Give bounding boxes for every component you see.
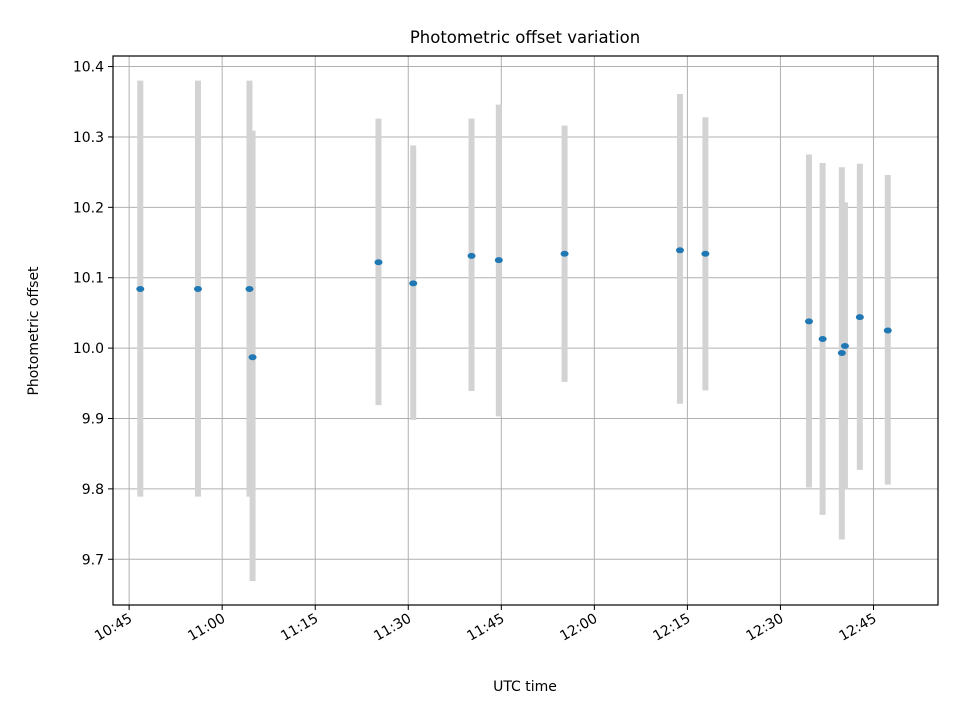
plot-frame [112,55,939,606]
data-point [837,350,846,357]
y-tick-label: 9.7 [82,552,104,568]
data-point [193,285,202,292]
y-axis-label: Photometric offset [26,266,42,396]
y-axis: 9.7 9.8 9.9 10.0 10.1 10.2 10.3 10.4 [73,60,113,568]
y-tick-label: 9.8 [82,482,104,498]
y-tick-label: 10.2 [73,200,104,216]
data-point [467,252,476,259]
data-point [840,342,849,349]
y-tick-label: 10.3 [73,130,104,146]
y-tick-label: 10.4 [73,60,104,76]
data-point [675,247,684,254]
data-point [409,280,418,287]
x-axis-label: UTC time [493,679,557,695]
data-point [248,354,257,361]
y-tick-label: 10.1 [73,271,104,287]
data-point [494,257,503,264]
y-tick-label: 10.0 [73,341,104,357]
data-point [374,259,383,266]
data-point [855,314,864,321]
data-point [701,250,710,257]
data-points [136,247,892,361]
data-point [818,335,827,342]
y-tick-label: 9.9 [82,411,104,427]
data-point [560,250,569,257]
data-point [804,318,813,325]
chart-title: Photometric offset variation [410,28,640,47]
data-point [245,285,254,292]
data-point [883,327,892,334]
data-point [136,285,145,292]
